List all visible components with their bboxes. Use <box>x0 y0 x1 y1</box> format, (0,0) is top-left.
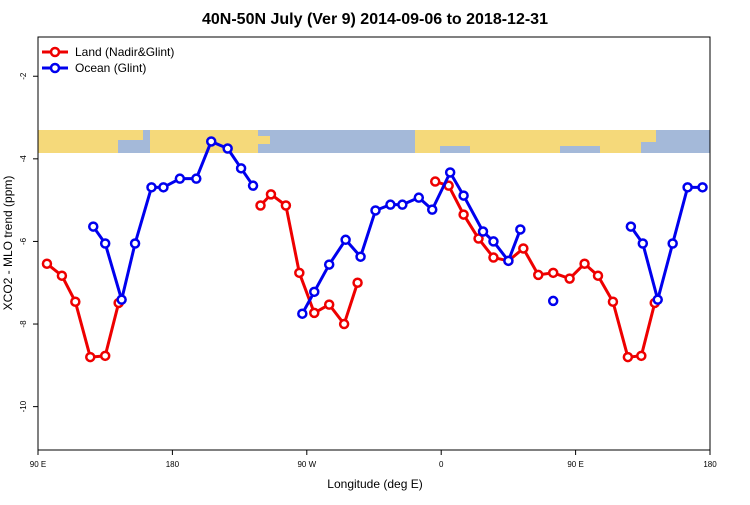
data-point <box>429 176 441 187</box>
data-point <box>547 267 559 279</box>
data-point <box>413 192 425 203</box>
x-tick-label: 180 <box>703 460 717 469</box>
y-tick-label: -4 <box>19 155 28 163</box>
data-point <box>323 299 335 310</box>
data-point <box>667 238 678 249</box>
data-point <box>280 200 292 211</box>
series-line <box>92 139 703 315</box>
data-point <box>503 255 514 267</box>
data-point <box>652 294 663 305</box>
data-point <box>174 173 186 184</box>
data-point <box>323 259 335 270</box>
data-point <box>370 205 381 216</box>
x-tick-label: 90 E <box>567 460 583 469</box>
data-point <box>444 167 456 178</box>
data-point <box>309 286 320 298</box>
data-point <box>222 143 233 154</box>
data-point <box>146 182 157 193</box>
data-point <box>473 233 484 244</box>
data-point <box>309 307 320 319</box>
data-point <box>488 252 499 263</box>
data-point <box>637 238 649 249</box>
data-point <box>338 318 350 330</box>
data-point <box>488 236 499 247</box>
data-point <box>697 182 708 193</box>
y-tick-label: -8 <box>19 320 28 328</box>
data-point <box>458 209 469 220</box>
data-point <box>129 238 141 249</box>
y-tick-label: -6 <box>19 237 28 245</box>
data-point <box>247 180 259 191</box>
data-point <box>592 270 604 281</box>
data-point <box>88 221 99 232</box>
data-point <box>607 296 619 307</box>
data-point <box>294 267 305 279</box>
map-strip <box>38 130 710 153</box>
data-point <box>547 295 559 307</box>
data-point <box>158 182 169 193</box>
data-point <box>265 189 277 200</box>
data-point <box>579 258 590 269</box>
data-point <box>41 258 53 269</box>
data-point <box>340 234 351 246</box>
data-point <box>255 200 266 211</box>
data-point <box>385 199 396 210</box>
data-point <box>518 243 529 254</box>
y-tick-label: -10 <box>19 400 28 412</box>
x-tick-label: 180 <box>166 460 180 469</box>
data-point <box>352 277 363 288</box>
data-point <box>56 270 68 281</box>
data-point <box>477 226 489 237</box>
data-point <box>458 190 469 201</box>
data-point <box>70 296 81 307</box>
x-axis-label: Longitude (deg E) <box>327 477 422 491</box>
legend-marker <box>49 46 61 58</box>
data-point <box>533 269 544 281</box>
data-point <box>622 351 634 363</box>
data-point <box>515 224 526 235</box>
x-tick-label: 0 <box>439 460 444 469</box>
data-point <box>191 173 202 184</box>
data-point <box>426 204 438 215</box>
y-tick-label: -2 <box>19 72 28 80</box>
data-point <box>99 350 111 362</box>
legend-label: Ocean (Glint) <box>75 61 146 75</box>
series-line <box>46 180 657 359</box>
data-point <box>235 163 247 174</box>
data-point <box>636 350 647 362</box>
data-point <box>625 221 637 232</box>
data-point <box>205 136 217 147</box>
plot-frame <box>37 36 711 451</box>
x-tick-label: 90 W <box>297 460 316 469</box>
y-axis-label: XCO2 - MLO trend (ppm) <box>1 176 15 311</box>
data-point <box>682 182 693 193</box>
x-tick-label: 90 E <box>30 460 46 469</box>
data-point <box>99 238 111 249</box>
data-point <box>564 273 575 284</box>
data-point <box>116 294 127 305</box>
data-point <box>355 251 366 262</box>
data-point <box>85 351 96 363</box>
legend-marker <box>49 62 61 74</box>
data-point <box>297 308 308 319</box>
data-point <box>397 199 408 210</box>
legend-label: Land (Nadir&Glint) <box>75 45 174 59</box>
chart-title: 40N-50N July (Ver 9) 2014-09-06 to 2018-… <box>202 11 548 28</box>
